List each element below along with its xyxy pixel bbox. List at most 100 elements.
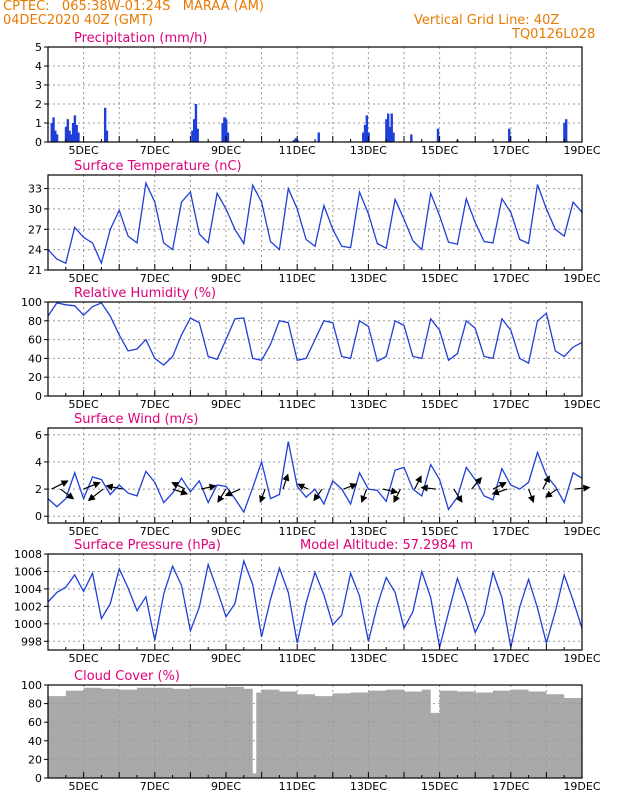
wind-arrow bbox=[87, 488, 104, 502]
precip-bar bbox=[390, 113, 393, 142]
x-tick-label: 17DEC bbox=[492, 272, 529, 285]
x-tick-label: 19DEC bbox=[563, 144, 600, 157]
precip-bar bbox=[77, 132, 80, 142]
precip-bar bbox=[75, 124, 78, 142]
x-tick-label: 11DEC bbox=[279, 652, 316, 665]
precip-bar bbox=[105, 130, 109, 142]
precip-panel: 0 1 2 3 4 5 5DEC 7DEC 9DEC 11DEC 13DEC 15DEC 17DEC 19… bbox=[35, 31, 601, 157]
x-tick-label: 5DEC bbox=[69, 525, 99, 538]
precip-bar bbox=[436, 128, 440, 142]
wind-arrow bbox=[60, 488, 75, 500]
precip-bar bbox=[226, 132, 230, 142]
x-tick-label: 17DEC bbox=[492, 525, 529, 538]
y-tick-label: 80 bbox=[28, 315, 42, 328]
y-tick-label: 33 bbox=[28, 183, 42, 196]
precip-bar bbox=[564, 119, 568, 142]
precip-bar bbox=[196, 128, 199, 142]
y-tick-label: 2 bbox=[35, 98, 42, 111]
y-tick-label: 2 bbox=[35, 483, 42, 496]
x-tick-label: 9DEC bbox=[211, 652, 241, 665]
precip-bar bbox=[388, 126, 392, 142]
wind-arrow bbox=[382, 487, 399, 495]
x-tick-label: 15DEC bbox=[421, 144, 458, 157]
precip-bar bbox=[294, 138, 297, 142]
x-tick-label: 19DEC bbox=[563, 525, 600, 538]
x-tick-label: 9DEC bbox=[211, 144, 241, 157]
y-tick-label: 80 bbox=[28, 698, 42, 711]
x-tick-label: 19DEC bbox=[563, 780, 600, 793]
precip-bar bbox=[385, 119, 388, 142]
precip-bar bbox=[392, 132, 395, 142]
pressure-panel: 998 1000 1002 1004 1006 1008 5DEC 7DEC 9DEC 11DEC… bbox=[14, 538, 601, 665]
temperature-frame bbox=[47, 174, 583, 271]
y-tick-label: 1004 bbox=[14, 583, 42, 596]
y-tick-label: 100 bbox=[21, 679, 42, 692]
wind-arrow bbox=[393, 488, 401, 503]
wind-arrow bbox=[51, 480, 69, 490]
x-tick-label: 5DEC bbox=[69, 144, 99, 157]
precip-bar bbox=[363, 124, 367, 142]
header-line2-right: Vertical Grid Line: 40Z bbox=[414, 13, 560, 28]
wind-arrow bbox=[171, 482, 186, 490]
humidity-frame bbox=[47, 301, 583, 397]
header-line3-right: TQ0126L028 bbox=[512, 27, 596, 42]
humidity-line bbox=[47, 302, 583, 366]
x-tick-label: 13DEC bbox=[350, 144, 387, 157]
y-tick-label: 60 bbox=[28, 716, 42, 729]
wind-arrow bbox=[217, 488, 227, 503]
precip-bar bbox=[365, 115, 369, 142]
x-tick-label: 5DEC bbox=[69, 780, 99, 793]
x-tick-label: 13DEC bbox=[350, 780, 387, 793]
x-tick-label: 13DEC bbox=[350, 652, 387, 665]
y-tick-label: 0 bbox=[35, 772, 42, 785]
y-tick-label: 1000 bbox=[14, 618, 42, 631]
x-tick-label: 19DEC bbox=[563, 652, 600, 665]
x-tick-label: 17DEC bbox=[492, 780, 529, 793]
wind-arrow bbox=[453, 488, 463, 503]
x-tick-label: 13DEC bbox=[350, 525, 387, 538]
x-tick-label: 11DEC bbox=[279, 144, 316, 157]
humidity-title: Relative Humidity (%) bbox=[74, 286, 216, 301]
x-tick-label: 9DEC bbox=[211, 398, 241, 411]
precip-bar bbox=[55, 134, 59, 142]
y-tick-label: 20 bbox=[28, 371, 42, 384]
wind-arrow bbox=[343, 483, 358, 490]
x-tick-label: 5DEC bbox=[69, 272, 99, 285]
temperature-title: Surface Temperature (nC) bbox=[74, 159, 242, 174]
precip-bar bbox=[563, 123, 566, 142]
precip-bar bbox=[362, 132, 365, 142]
wind-line bbox=[47, 441, 583, 514]
y-tick-label: 998 bbox=[21, 635, 42, 648]
y-tick-label: 0 bbox=[35, 510, 42, 523]
temperature-line bbox=[47, 180, 583, 266]
header-line1-left: CPTEC: 065:38W-01:24S MARAA (AM) bbox=[3, 0, 264, 14]
wind-arrow bbox=[491, 488, 508, 496]
y-tick-label: 4 bbox=[35, 456, 42, 469]
x-tick-label: 13DEC bbox=[350, 398, 387, 411]
x-tick-label: 5DEC bbox=[69, 398, 99, 411]
x-tick-label: 11DEC bbox=[279, 272, 316, 285]
precip-title: Precipitation (mm/h) bbox=[74, 31, 207, 46]
temperature-panel: 21 24 27 30 33 5DEC 7DEC 9DEC 11DEC 13DEC 15DEC 17D… bbox=[28, 159, 601, 285]
x-tick-label: 5DEC bbox=[69, 652, 99, 665]
x-tick-label: 15DEC bbox=[421, 652, 458, 665]
precip-bar bbox=[508, 128, 511, 142]
precip-bar bbox=[64, 126, 68, 142]
model-altitude-annotation: Model Altitude: 57.2984 m bbox=[300, 538, 473, 553]
wind-arrow bbox=[544, 488, 558, 498]
wind-arrow bbox=[420, 484, 437, 492]
header-line2-left: 04DEC2020 40Z (GMT) bbox=[3, 13, 154, 28]
wind-arrow bbox=[282, 473, 290, 490]
x-tick-label: 9DEC bbox=[211, 525, 241, 538]
y-tick-label: 0 bbox=[35, 390, 42, 403]
wind-arrow bbox=[259, 488, 266, 503]
x-tick-label: 7DEC bbox=[140, 272, 170, 285]
wind-arrow bbox=[105, 483, 123, 491]
wind-arrow bbox=[200, 483, 217, 491]
precip-bar bbox=[221, 123, 224, 142]
y-tick-label: 40 bbox=[28, 735, 42, 748]
y-tick-label: 3 bbox=[35, 79, 42, 92]
precip-bar bbox=[66, 119, 69, 142]
cloud-title: Cloud Cover (%) bbox=[74, 669, 180, 684]
